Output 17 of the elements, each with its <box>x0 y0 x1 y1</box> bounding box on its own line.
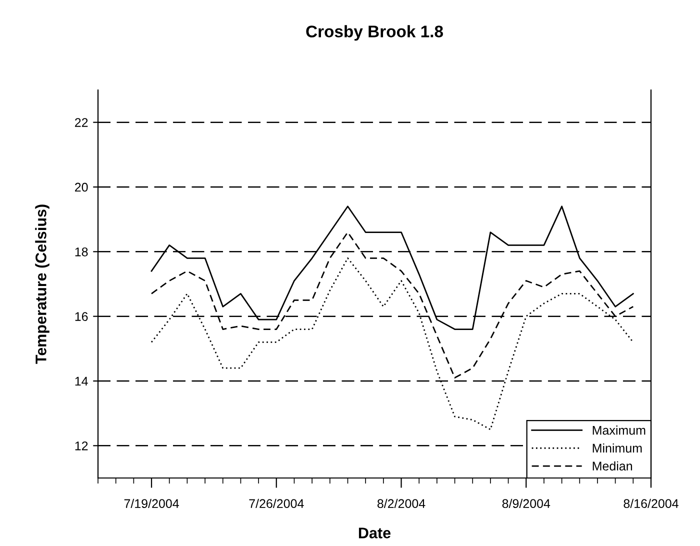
y-tick-label: 20 <box>75 182 88 192</box>
x-tick-label: 8/2/2004 <box>377 498 426 508</box>
y-tick-label: 22 <box>75 118 88 127</box>
y-axis-title: Temperature (Celsius) <box>35 204 50 364</box>
chart-title: Crosby Brook 1.8 <box>306 25 443 41</box>
legend-label: Minimum <box>592 443 642 453</box>
y-tick-label: 16 <box>75 312 88 321</box>
x-tick-label: 8/9/2004 <box>502 498 550 508</box>
legend-label: Median <box>592 461 632 471</box>
legend-label: Maximum <box>592 426 646 435</box>
x-axis-title: Date <box>358 528 391 538</box>
x-tick-label: 7/26/2004 <box>249 498 304 508</box>
x-tick-label: 7/19/2004 <box>124 498 179 508</box>
y-tick-label: 14 <box>75 376 88 386</box>
x-tick-label: 8/16/2004 <box>624 498 678 508</box>
y-tick-label: 18 <box>75 247 88 256</box>
y-tick-label: 12 <box>75 441 88 450</box>
